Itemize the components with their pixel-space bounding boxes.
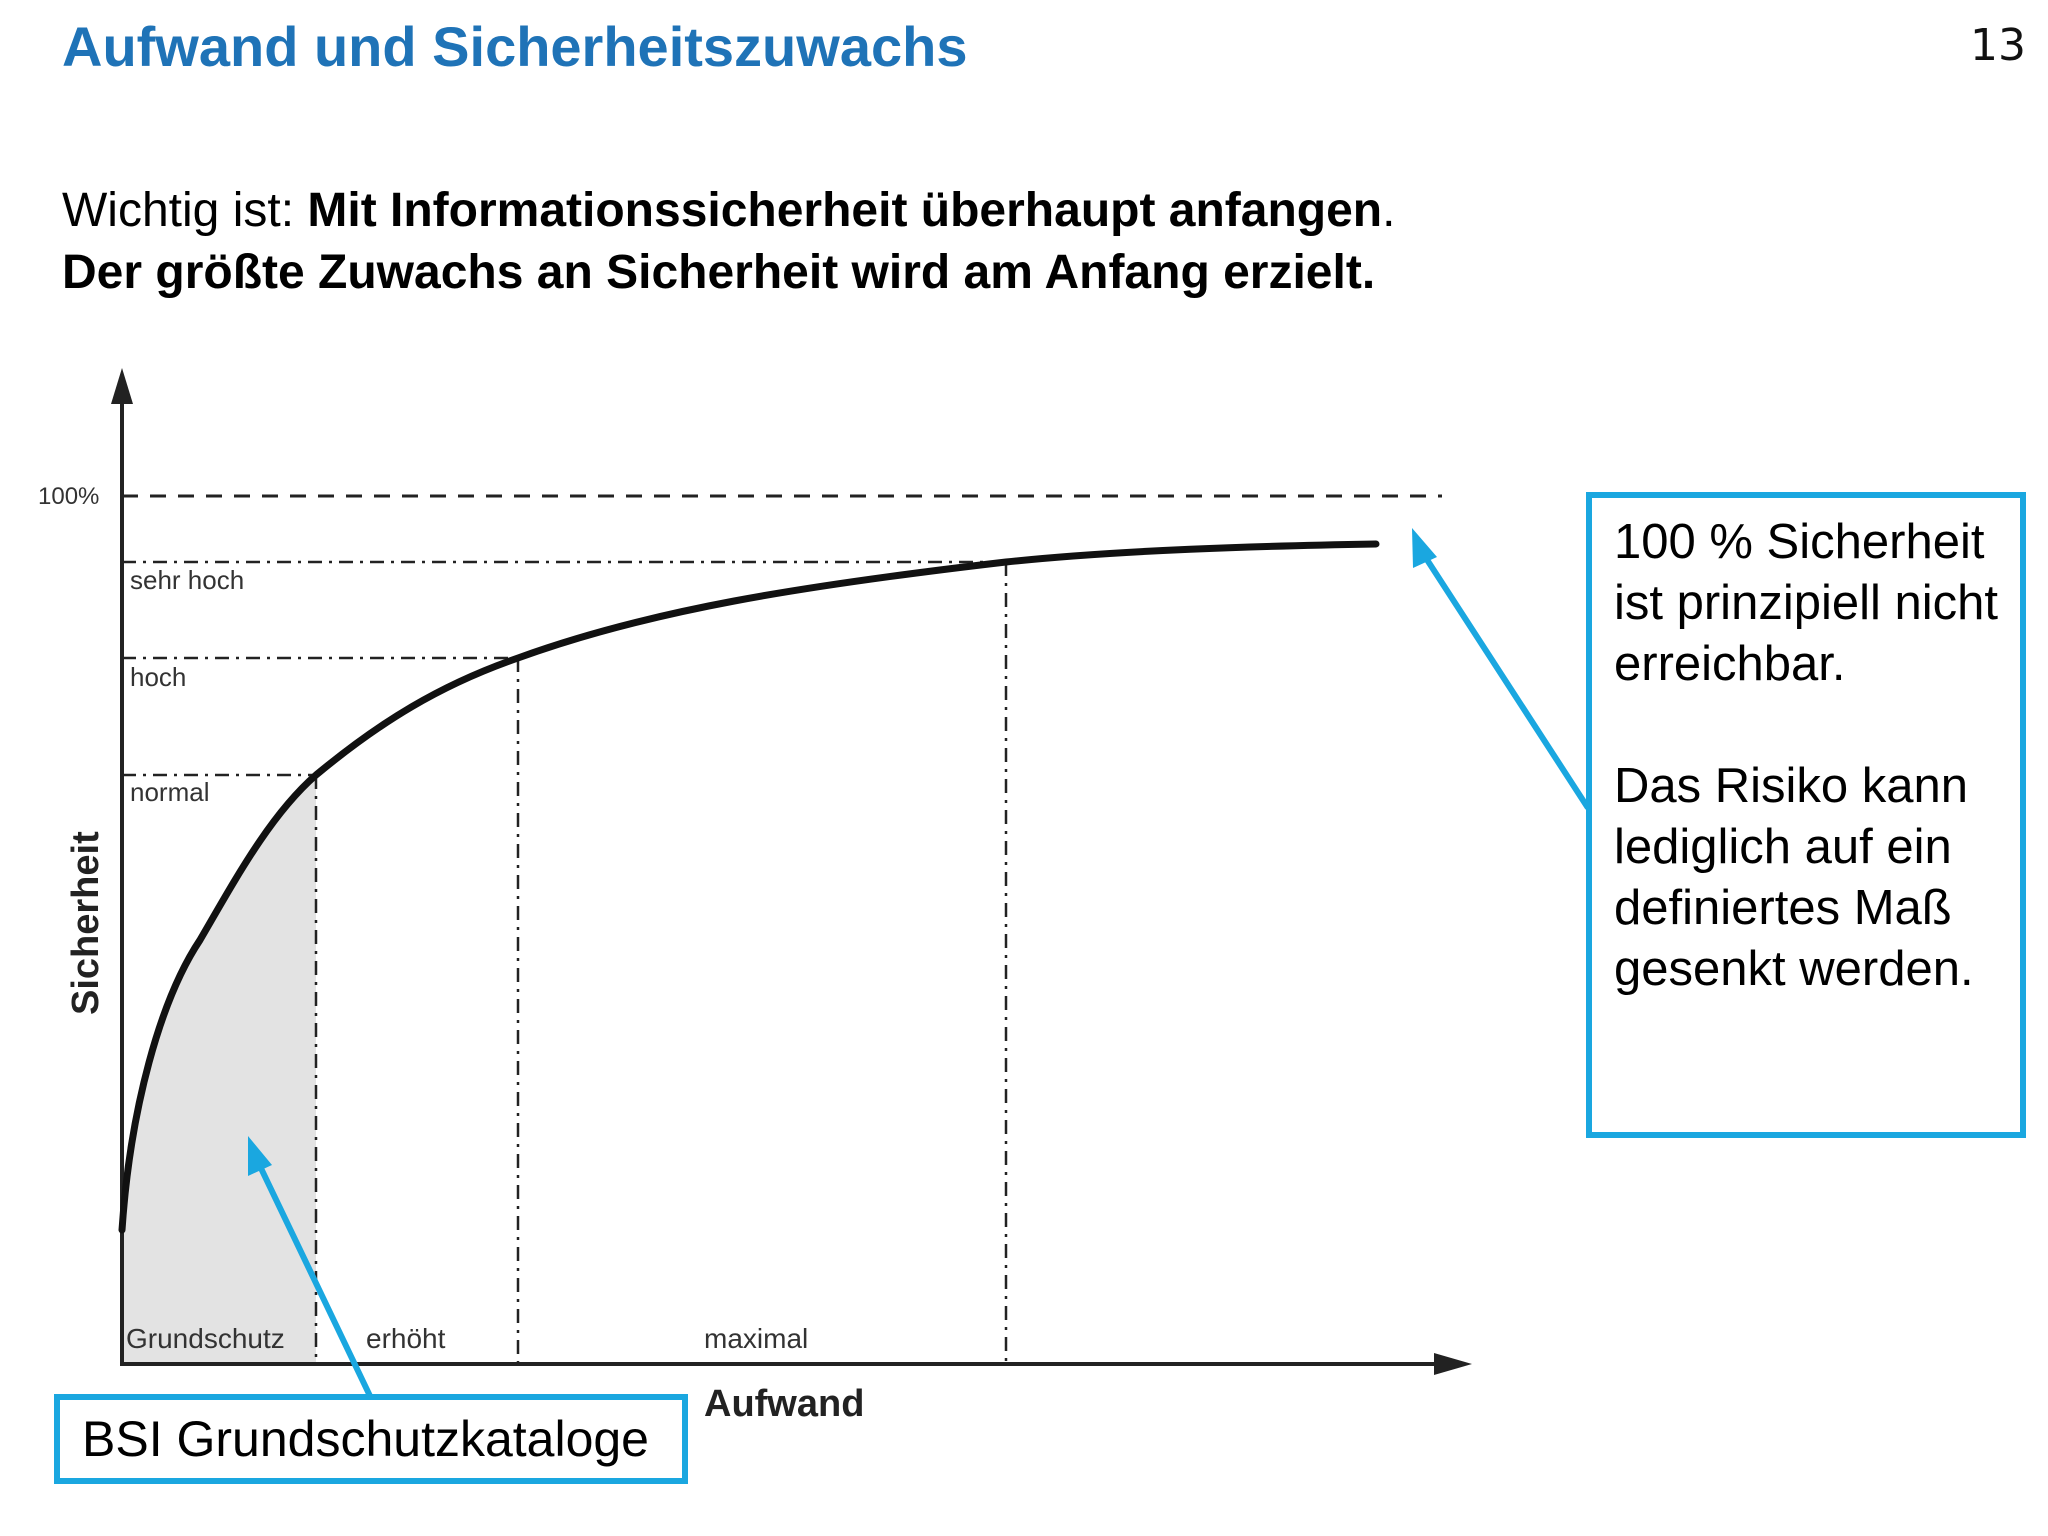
callout-unreachable-security: 100 % Sicherheit ist prinzipiell nicht e…: [1586, 492, 2026, 1138]
level-label-normal: normal: [130, 777, 209, 807]
zone-label-maximal: maximal: [704, 1323, 808, 1354]
intro-emphasis: Mit Informationssicherheit überhaupt anf…: [307, 184, 1383, 237]
callout-text-unreachable: 100 % Sicherheit ist prinzipiell nicht e…: [1614, 515, 1998, 691]
x-axis-arrowhead: [1434, 1353, 1472, 1375]
level-label-sehr-hoch: sehr hoch: [130, 565, 244, 595]
level-label-hoch: hoch: [130, 662, 186, 692]
left-callout-pointer: [255, 1160, 373, 1398]
y-max-label: 100%: [38, 483, 99, 510]
security-curve: [118, 540, 1380, 1234]
zone-label-erhoeht: erhöht: [366, 1323, 446, 1354]
left-callout-arrowhead: [248, 1136, 272, 1176]
slide-title: Aufwand und Sicherheitszuwachs: [62, 15, 968, 78]
right-callout-pointer: [1419, 550, 1591, 810]
intro-line-2: Der größte Zuwachs an Sicherheit wird am…: [62, 242, 1395, 304]
intro-prefix: Wichtig ist:: [62, 184, 308, 237]
intro-key-message: Der größte Zuwachs an Sicherheit wird am…: [62, 246, 1376, 299]
intro-period: .: [1382, 184, 1396, 237]
x-axis-label: Aufwand: [704, 1383, 864, 1425]
intro-text: Wichtig ist: Mit Informationssicherheit …: [62, 180, 1395, 304]
y-axis-arrowhead: [111, 368, 133, 404]
right-callout-arrowhead: [1412, 528, 1437, 568]
page-number: 13: [1970, 20, 2026, 71]
intro-line-1: Wichtig ist: Mit Informationssicherheit …: [62, 180, 1395, 242]
y-axis-label: Sicherheit: [65, 831, 107, 1015]
zone-label-grundschutz: Grundschutz: [126, 1323, 285, 1354]
callout-text-bsi: BSI Grundschutzkataloge: [82, 1411, 649, 1467]
callout-text-risk: Das Risiko kann lediglich auf ein defini…: [1614, 759, 1974, 996]
grundschutz-shaded-area: [122, 775, 316, 1364]
callout-bsi-grundschutz: BSI Grundschutzkataloge: [54, 1394, 688, 1484]
